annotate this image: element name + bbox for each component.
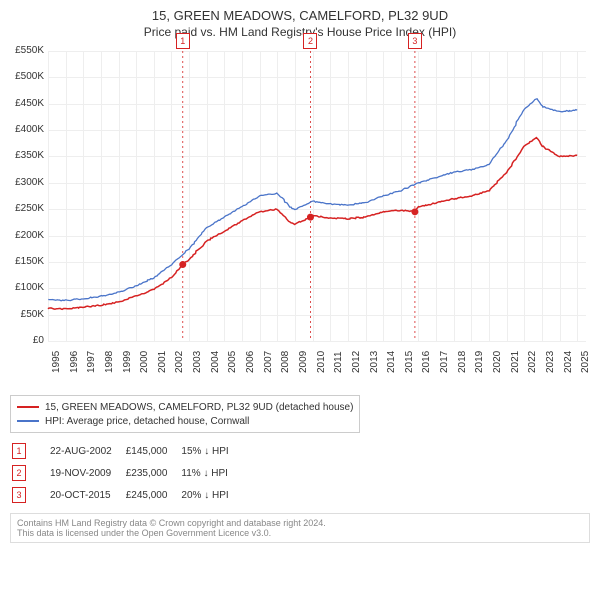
footer-line1: Contains HM Land Registry data © Crown c… [17, 518, 583, 528]
trade-delta: 11% ↓ HPI [181, 463, 240, 483]
legend-swatch [17, 406, 39, 408]
trade-marker: 3 [12, 487, 26, 503]
chart-subtitle: Price paid vs. HM Land Registry's House … [10, 25, 590, 39]
trade-date: 19-NOV-2009 [50, 463, 124, 483]
trade-delta: 20% ↓ HPI [181, 485, 240, 505]
table-row: 1 22-AUG-2002£145,00015% ↓ HPI [12, 441, 241, 461]
trade-date: 20-OCT-2015 [50, 485, 124, 505]
series-address [48, 138, 577, 310]
legend-swatch [17, 420, 39, 422]
table-row: 2 19-NOV-2009£235,00011% ↓ HPI [12, 463, 241, 483]
legend-row: HPI: Average price, detached house, Corn… [17, 414, 353, 428]
trade-marker: 2 [12, 465, 26, 481]
legend-label: HPI: Average price, detached house, Corn… [45, 416, 249, 427]
series-hpi [48, 99, 577, 301]
table-row: 3 20-OCT-2015£245,00020% ↓ HPI [12, 485, 241, 505]
price-chart: £0£50K£100K£150K£200K£250K£300K£350K£400… [10, 45, 590, 385]
trade-date: 22-AUG-2002 [50, 441, 124, 461]
trade-delta: 15% ↓ HPI [181, 441, 240, 461]
legend: 15, GREEN MEADOWS, CAMELFORD, PL32 9UD (… [10, 395, 360, 433]
trades-table: 1 22-AUG-2002£145,00015% ↓ HPI 2 19-NOV-200… [10, 439, 243, 507]
footer-line2: This data is licensed under the Open Gov… [17, 528, 583, 538]
legend-row: 15, GREEN MEADOWS, CAMELFORD, PL32 9UD (… [17, 400, 353, 414]
event-marker: 2 [303, 33, 317, 49]
legend-label: 15, GREEN MEADOWS, CAMELFORD, PL32 9UD (… [45, 402, 353, 413]
trade-price: £145,000 [126, 441, 180, 461]
event-marker: 3 [408, 33, 422, 49]
event-marker: 1 [176, 33, 190, 49]
trade-marker: 1 [12, 443, 26, 459]
chart-title: 15, GREEN MEADOWS, CAMELFORD, PL32 9UD [10, 8, 590, 23]
trade-price: £235,000 [126, 463, 180, 483]
footer-note: Contains HM Land Registry data © Crown c… [10, 513, 590, 543]
trade-price: £245,000 [126, 485, 180, 505]
